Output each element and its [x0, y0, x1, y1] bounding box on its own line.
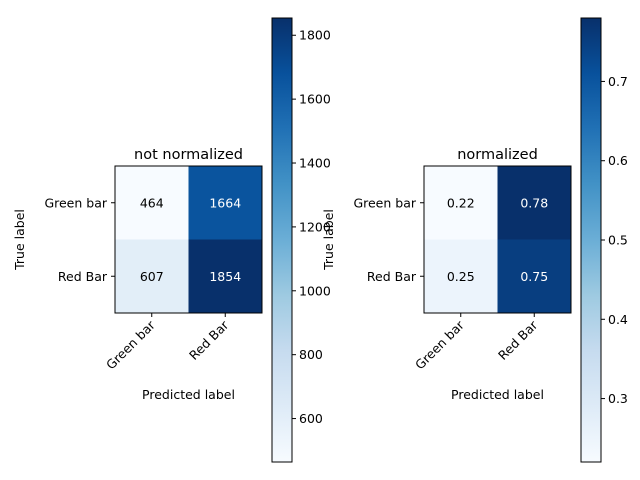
colorbar-tick-label: 0.7 [608, 74, 628, 89]
y-axis-label: True label [321, 209, 336, 271]
colorbar-tick-label: 1600 [299, 92, 331, 107]
cell-value-label: 464 [140, 195, 164, 210]
y-tick-label: Green bar [44, 195, 107, 210]
colorbar-tick-label: 1000 [299, 283, 331, 298]
cell-value-label: 0.75 [520, 269, 548, 284]
cell-value-label: 0.78 [520, 195, 548, 210]
heatmap-cell [497, 239, 571, 313]
heatmap-cell [424, 166, 498, 240]
y-tick-label: Red Bar [58, 269, 108, 284]
heatmap-cell [115, 166, 189, 240]
colorbar-tick-label: 0.6 [608, 153, 628, 168]
heatmap-cell [497, 166, 571, 240]
y-tick-label: Red Bar [367, 269, 417, 284]
y-tick-label: Green bar [353, 195, 416, 210]
y-axis-label: True label [12, 209, 27, 271]
colorbar-gradient [272, 18, 292, 462]
colorbar-tick-label: 1400 [299, 156, 331, 171]
colorbar-gradient [581, 18, 601, 462]
heatmap-normalized: 0.22 0.78 0.25 0.75 normalized Green bar Red B… [321, 17, 628, 463]
chart-title: normalized [457, 147, 538, 163]
heatmap-cell [188, 239, 262, 313]
cell-value-label: 607 [140, 269, 164, 284]
cell-value-label: 0.22 [447, 195, 475, 210]
colorbar-frame [271, 17, 293, 463]
axes-frame [423, 165, 572, 314]
heatmap-cell [424, 239, 498, 313]
colorbar-tick-label: 0.4 [608, 312, 628, 327]
chart-title: not normalized [134, 147, 243, 163]
x-axis-label: Predicted label [142, 387, 235, 402]
heatmap-cell [115, 239, 189, 313]
colorbar-tick-label: 800 [299, 347, 323, 362]
heatmap-cell [188, 166, 262, 240]
cell-value-label: 1854 [209, 269, 241, 284]
cell-value-label: 0.25 [447, 269, 475, 284]
colorbar-tick-label: 600 [299, 411, 323, 426]
colorbar-tick-label: 0.3 [608, 391, 628, 406]
colorbar-tick-label: 1800 [299, 28, 331, 43]
colorbar-tick-label: 0.5 [608, 233, 628, 248]
colorbar-tick-label: 1200 [299, 219, 331, 234]
cell-value-label: 1664 [209, 195, 241, 210]
x-axis-label: Predicted label [451, 387, 544, 402]
axes-frame [114, 165, 263, 314]
